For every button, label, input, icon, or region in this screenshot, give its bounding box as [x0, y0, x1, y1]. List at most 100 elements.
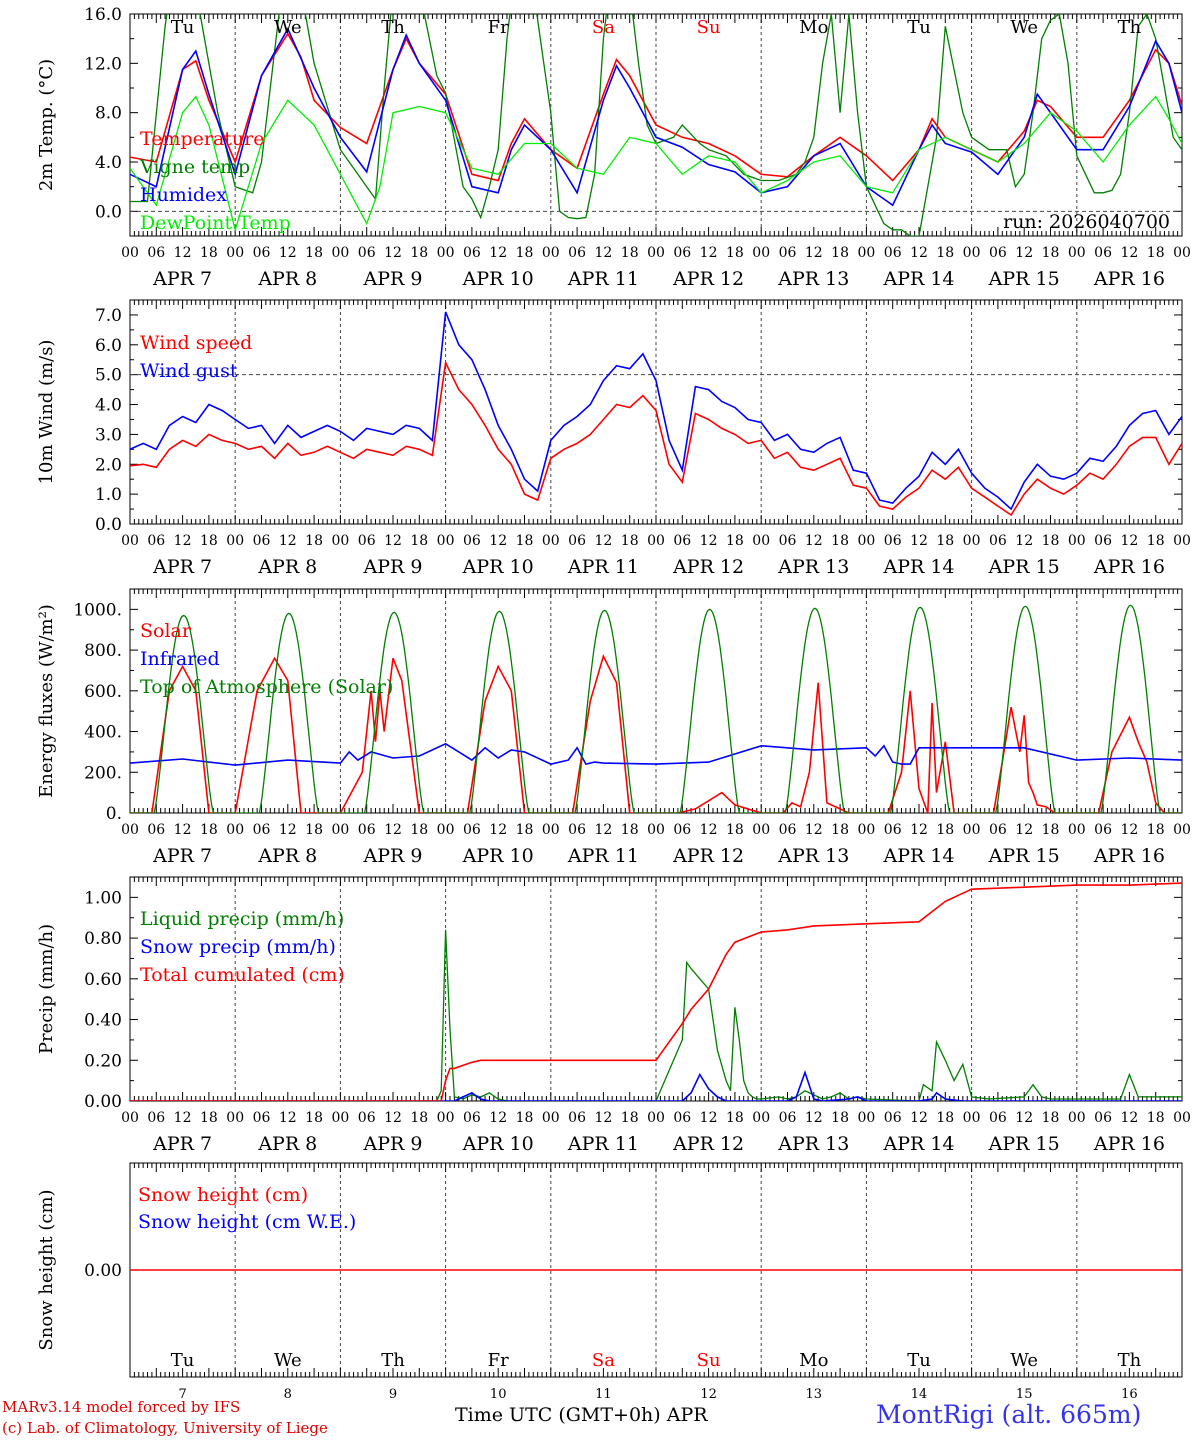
hour-label: 00 — [1173, 245, 1191, 261]
hour-label: 12 — [489, 533, 507, 549]
hour-label: 00 — [1173, 533, 1191, 549]
hour-label: 18 — [1042, 533, 1060, 549]
day-name-label: Mo — [799, 17, 828, 38]
hour-label: 06 — [989, 822, 1007, 838]
hour-label: 00 — [542, 822, 560, 838]
run-label: run: 2026040700 — [1003, 211, 1170, 233]
date-label: APR 13 — [777, 1133, 849, 1155]
y-axis-label-energy: Energy fluxes (W/m²) — [36, 604, 57, 798]
hour-label: 18 — [831, 822, 849, 838]
hour-label: 12 — [594, 245, 612, 261]
legend-entry: Snow precip (mm/h) — [140, 936, 336, 958]
y-tick-label: 0.00 — [84, 1092, 122, 1112]
hour-label: 00 — [963, 822, 981, 838]
date-label: APR 12 — [672, 556, 744, 578]
day-number-label: 16 — [1121, 1387, 1138, 1402]
series-line-dewpoint-temp — [130, 95, 1182, 233]
hour-label: 18 — [305, 1110, 323, 1126]
hour-label: 00 — [857, 533, 875, 549]
legend-entry: Snow height (cm) — [138, 1184, 308, 1206]
date-label: APR 16 — [1093, 556, 1165, 578]
hour-label: 00 — [331, 1110, 349, 1126]
date-label: APR 9 — [363, 268, 423, 290]
day-name-label: Sa — [592, 17, 615, 38]
hour-label: 00 — [226, 822, 244, 838]
date-label: APR 11 — [567, 1133, 639, 1155]
hour-label: 12 — [910, 533, 928, 549]
hour-label: 00 — [226, 533, 244, 549]
legend-entry: Top of Atmosphere (Solar) — [140, 676, 393, 698]
date-label: APR 16 — [1093, 268, 1165, 290]
hour-label: 06 — [673, 245, 691, 261]
hour-label: 00 — [1068, 1110, 1086, 1126]
day-name-label: Th — [381, 17, 405, 38]
hour-label: 12 — [384, 1110, 402, 1126]
hour-label: 12 — [174, 245, 192, 261]
day-number-label: 12 — [700, 1387, 717, 1402]
hour-label: 06 — [989, 533, 1007, 549]
hour-label: 12 — [700, 822, 718, 838]
date-label: APR 8 — [257, 556, 317, 578]
hour-label: 00 — [647, 533, 665, 549]
hour-label: 12 — [279, 533, 297, 549]
hour-label: 00 — [963, 1110, 981, 1126]
series-line-liquid-precip-mm-h- — [130, 929, 1182, 1101]
y-tick-label: 0.20 — [84, 1051, 122, 1071]
hour-label: 18 — [200, 1110, 218, 1126]
hour-label: 18 — [621, 245, 639, 261]
hour-label: 12 — [594, 822, 612, 838]
hour-label: 06 — [358, 1110, 376, 1126]
y-axis-label-precip: Precip (mm/h) — [36, 924, 57, 1054]
hour-label: 18 — [200, 533, 218, 549]
y-tick-label: 1000. — [73, 600, 122, 620]
day-name-label: Tu — [907, 1350, 931, 1371]
hour-label: 18 — [936, 822, 954, 838]
hour-label: 18 — [1147, 822, 1165, 838]
hour-label: 18 — [621, 822, 639, 838]
day-number-label: 7 — [178, 1387, 186, 1402]
hour-label: 00 — [1173, 822, 1191, 838]
date-label: APR 9 — [363, 845, 423, 867]
hour-label: 06 — [1094, 533, 1112, 549]
hour-label: 00 — [752, 533, 770, 549]
hour-label: 18 — [936, 533, 954, 549]
y-axis-label-wind: 10m Wind (m/s) — [36, 340, 57, 485]
credit-model: MARv3.14 model forced by IFS — [2, 1398, 241, 1416]
hour-label: 18 — [410, 245, 428, 261]
hour-label: 06 — [779, 1110, 797, 1126]
hour-label: 06 — [884, 1110, 902, 1126]
hour-label: 12 — [384, 533, 402, 549]
y-tick-label: 0.80 — [84, 929, 122, 949]
hour-label: 12 — [1120, 533, 1138, 549]
hour-label: 00 — [437, 822, 455, 838]
hour-label: 00 — [437, 533, 455, 549]
hour-label: 06 — [463, 822, 481, 838]
y-tick-label: 0.60 — [84, 970, 122, 990]
hour-label: 06 — [147, 1110, 165, 1126]
day-name-label: We — [1010, 1350, 1038, 1371]
day-number-label: 8 — [284, 1387, 292, 1402]
hour-label: 06 — [1094, 245, 1112, 261]
hour-label: 18 — [831, 1110, 849, 1126]
y-tick-label: 0. — [106, 804, 122, 824]
hour-label: 00 — [1068, 533, 1086, 549]
legend-entry: Snow height (cm W.E.) — [138, 1211, 356, 1233]
hour-label: 18 — [516, 533, 534, 549]
hour-label: 18 — [410, 1110, 428, 1126]
hour-label: 06 — [253, 533, 271, 549]
hour-label: 00 — [647, 1110, 665, 1126]
date-label: APR 13 — [777, 556, 849, 578]
hour-label: 00 — [857, 822, 875, 838]
day-name-label: We — [1010, 17, 1038, 38]
hour-label: 18 — [1147, 1110, 1165, 1126]
series-line-top-of-atmosphere-solar- — [130, 604, 1182, 813]
hour-label: 00 — [121, 1110, 139, 1126]
hour-label: 12 — [489, 822, 507, 838]
hour-label: 06 — [884, 533, 902, 549]
date-label: APR 8 — [257, 1133, 317, 1155]
y-tick-label: 3.0 — [95, 425, 122, 445]
date-label: APR 13 — [777, 268, 849, 290]
hour-label: 18 — [410, 822, 428, 838]
date-label: APR 8 — [257, 845, 317, 867]
hour-label: 12 — [1015, 822, 1033, 838]
